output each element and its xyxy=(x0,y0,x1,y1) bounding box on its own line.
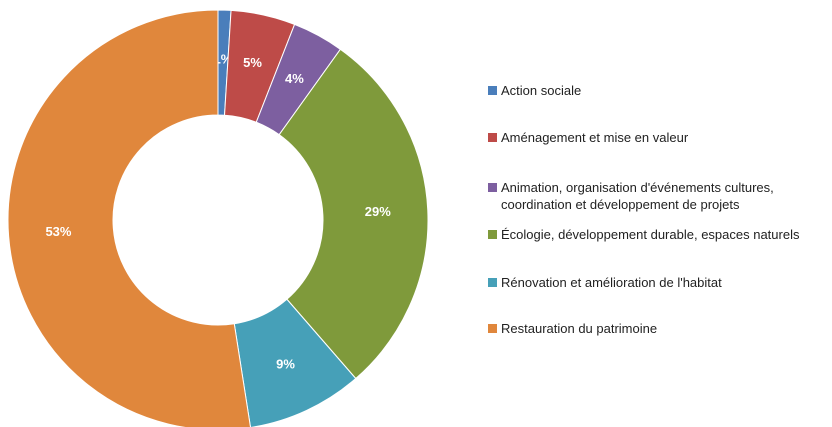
legend-label: Animation, organisation d'événements cul… xyxy=(501,180,774,212)
legend-swatch xyxy=(488,324,497,333)
legend-label: Écologie, développement durable, espaces… xyxy=(501,227,800,242)
legend-item: Rénovation et amélioration de l'habitat xyxy=(488,274,828,291)
data-label: 5% xyxy=(243,55,262,70)
legend-item: Animation, organisation d'événements cul… xyxy=(488,179,828,213)
donut-slice xyxy=(7,9,251,427)
legend-item: Écologie, développement durable, espaces… xyxy=(488,226,828,243)
donut-slice xyxy=(278,48,429,380)
legend-label: Aménagement et mise en valeur xyxy=(501,130,689,145)
legend-swatch xyxy=(488,278,497,287)
data-label: 9% xyxy=(276,357,295,372)
legend-swatch xyxy=(488,133,497,142)
data-label: 53% xyxy=(45,224,71,239)
legend-item: Restauration du patrimoine xyxy=(488,320,828,337)
legend-label: Rénovation et amélioration de l'habitat xyxy=(501,275,722,290)
legend-swatch xyxy=(488,86,497,95)
legend-item: Action sociale xyxy=(488,82,828,99)
donut-slice xyxy=(233,298,357,427)
data-label: 4% xyxy=(285,71,304,86)
legend-item: Aménagement et mise en valeur xyxy=(488,129,828,146)
legend-swatch xyxy=(488,183,497,192)
legend-label: Action sociale xyxy=(501,83,582,98)
data-label: 29% xyxy=(365,204,391,219)
legend-swatch xyxy=(488,230,497,239)
legend-label: Restauration du patrimoine xyxy=(501,321,658,336)
